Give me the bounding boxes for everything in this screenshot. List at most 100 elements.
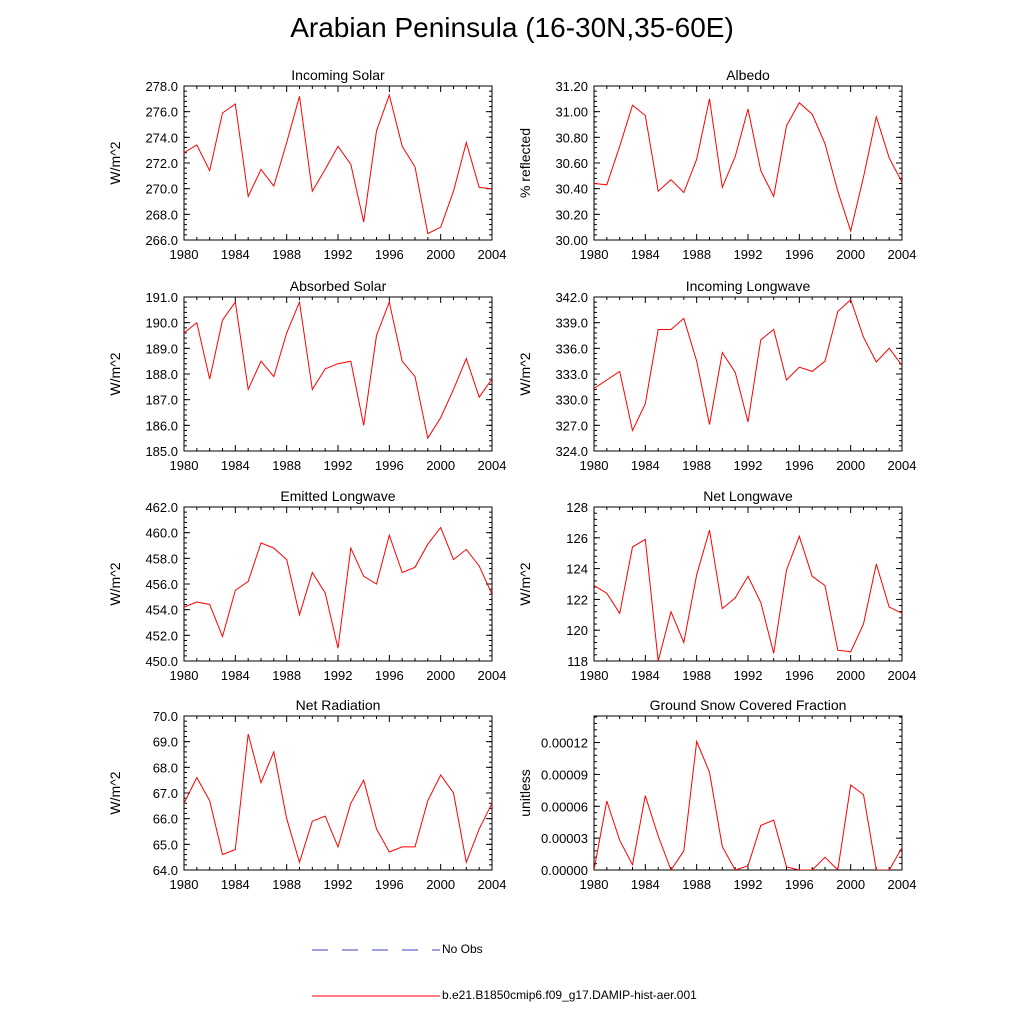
- chart-title: Albedo: [726, 67, 770, 83]
- series-line: [184, 526, 492, 649]
- x-tick-label: 2000: [426, 668, 455, 683]
- x-tick-label: 1984: [221, 458, 250, 473]
- chart-title: Incoming Solar: [291, 67, 385, 83]
- legend-model: b.e21.B1850cmip6.f09_g17.DAMIP-hist-aer.…: [312, 988, 697, 1004]
- chart-title: Net Longwave: [703, 488, 793, 504]
- chart-panel: Ground Snow Covered Fraction unitless 1980…: [517, 697, 916, 892]
- series-line: [594, 529, 902, 661]
- y-tick-label: 324.0: [555, 444, 588, 459]
- y-tick-label: 69.0: [153, 735, 178, 750]
- y-tick-label: 272.0: [145, 156, 178, 171]
- chart-panel: Emitted Longwave W/m^2 1980 1984 1988 1992 199…: [107, 488, 506, 683]
- x-tick-label: 1992: [734, 458, 763, 473]
- plot-frame: [593, 506, 903, 662]
- x-tick-label: 1980: [580, 668, 609, 683]
- y-tick-label: 186.0: [145, 418, 178, 433]
- series-line: [184, 300, 492, 440]
- y-tick-label: 456.0: [145, 577, 178, 592]
- y-tick-label: 0.00012: [541, 736, 588, 751]
- y-tick-label: 330.0: [555, 393, 588, 408]
- x-tick-label: 1984: [631, 668, 660, 683]
- x-tick-label: 1992: [734, 877, 763, 892]
- y-tick-label: 0.00000: [541, 863, 588, 878]
- y-tick-label: 65.0: [153, 837, 178, 852]
- plot-frame: [183, 85, 493, 241]
- x-tick-label: 2004: [888, 668, 917, 683]
- series-line: [594, 739, 902, 870]
- y-tick-label: 30.00: [555, 233, 588, 248]
- x-tick-label: 1996: [785, 877, 814, 892]
- series-line: [184, 733, 492, 865]
- y-tick-label: 122: [566, 592, 588, 607]
- chart-panel: Albedo % reflected 1980 1984 1988 1992 1996 200…: [517, 67, 916, 262]
- y-axis-label: W/m^2: [107, 771, 123, 814]
- y-tick-label: 268.0: [145, 207, 178, 222]
- y-tick-label: 0.00003: [541, 831, 588, 846]
- y-tick-label: 190.0: [145, 316, 178, 331]
- x-tick-label: 1980: [170, 458, 199, 473]
- y-tick-label: 276.0: [145, 105, 178, 120]
- y-tick-label: 462.0: [145, 500, 178, 515]
- y-tick-label: 120: [566, 623, 588, 638]
- legend-solid-line-icon: [312, 995, 440, 997]
- x-tick-label: 2004: [888, 458, 917, 473]
- y-tick-label: 189.0: [145, 341, 178, 356]
- y-tick-label: 191.0: [145, 290, 178, 305]
- x-tick-label: 2004: [888, 877, 917, 892]
- x-tick-label: 1984: [221, 668, 250, 683]
- x-tick-label: 1988: [272, 668, 301, 683]
- x-tick-label: 2004: [888, 247, 917, 262]
- x-tick-label: 1980: [170, 668, 199, 683]
- y-tick-label: 278.0: [145, 79, 178, 94]
- x-tick-label: 2000: [426, 877, 455, 892]
- y-axis-label: W/m^2: [107, 352, 123, 395]
- x-tick-label: 1984: [631, 877, 660, 892]
- x-tick-label: 2000: [836, 668, 865, 683]
- x-tick-label: 1984: [221, 247, 250, 262]
- y-tick-label: 339.0: [555, 316, 588, 331]
- y-axis-label: W/m^2: [517, 562, 533, 605]
- chart-panel: Net Longwave W/m^2 1980 1984 1988 1992 1996 200…: [517, 488, 916, 683]
- y-tick-label: 30.40: [555, 182, 588, 197]
- x-tick-label: 1988: [272, 458, 301, 473]
- y-tick-label: 126: [566, 531, 588, 546]
- x-tick-label: 1980: [170, 247, 199, 262]
- y-axis-label: W/m^2: [107, 141, 123, 184]
- y-tick-label: 450.0: [145, 654, 178, 669]
- x-tick-label: 1988: [272, 877, 301, 892]
- x-tick-label: 1992: [324, 668, 353, 683]
- chart-title: Ground Snow Covered Fraction: [650, 697, 847, 713]
- y-tick-label: 454.0: [145, 603, 178, 618]
- legend-model-label: b.e21.B1850cmip6.f09_g17.DAMIP-hist-aer.…: [442, 988, 697, 1003]
- y-tick-label: 460.0: [145, 526, 178, 541]
- legend-no-obs: No Obs: [312, 942, 483, 958]
- x-tick-label: 2004: [478, 668, 507, 683]
- chart-title: Emitted Longwave: [280, 488, 395, 504]
- x-tick-label: 1992: [324, 458, 353, 473]
- x-tick-label: 2000: [426, 458, 455, 473]
- legend-dashed-line-icon: [312, 949, 440, 951]
- y-tick-label: 270.0: [145, 182, 178, 197]
- y-tick-label: 458.0: [145, 551, 178, 566]
- y-axis-label: W/m^2: [517, 352, 533, 395]
- chart-title: Net Radiation: [296, 697, 381, 713]
- y-tick-label: 266.0: [145, 233, 178, 248]
- y-tick-label: 342.0: [555, 290, 588, 305]
- y-tick-label: 185.0: [145, 444, 178, 459]
- legend-no-obs-label: No Obs: [442, 942, 483, 957]
- x-tick-label: 1984: [221, 877, 250, 892]
- plot-frame: [183, 296, 493, 452]
- x-tick-label: 1988: [682, 247, 711, 262]
- y-axis-label: unitless: [517, 769, 533, 816]
- x-tick-label: 1996: [375, 247, 404, 262]
- chart-title: Absorbed Solar: [290, 278, 387, 294]
- y-tick-label: 30.60: [555, 156, 588, 171]
- y-tick-label: 118: [567, 654, 588, 669]
- x-tick-label: 2000: [836, 877, 865, 892]
- x-tick-label: 1992: [324, 247, 353, 262]
- y-tick-label: 187.0: [145, 393, 178, 408]
- x-tick-label: 1988: [682, 877, 711, 892]
- chart-panel: Incoming Longwave W/m^2 1980 1984 1988 1992 19…: [517, 278, 916, 473]
- y-tick-label: 0.00006: [541, 799, 588, 814]
- y-tick-label: 67.0: [153, 786, 178, 801]
